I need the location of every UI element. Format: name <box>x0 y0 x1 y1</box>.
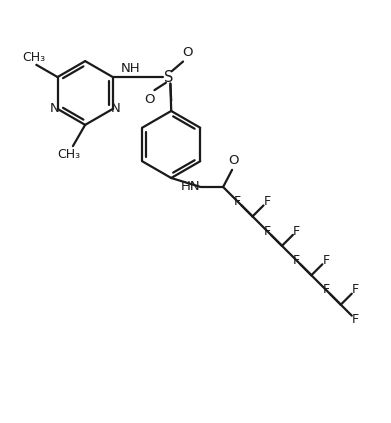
Text: F: F <box>293 254 300 267</box>
Text: CH₃: CH₃ <box>57 148 81 161</box>
Text: S: S <box>164 69 174 85</box>
Text: O: O <box>145 93 155 106</box>
Text: F: F <box>323 254 330 267</box>
Text: CH₃: CH₃ <box>22 51 45 64</box>
Text: N: N <box>111 102 120 115</box>
Text: O: O <box>228 154 239 168</box>
Text: F: F <box>264 195 271 208</box>
Text: F: F <box>323 283 330 297</box>
Text: HN: HN <box>181 181 200 193</box>
Text: F: F <box>293 225 300 238</box>
Text: F: F <box>352 283 359 297</box>
Text: O: O <box>182 46 193 59</box>
Text: NH: NH <box>121 62 140 74</box>
Text: F: F <box>264 225 271 238</box>
Text: F: F <box>352 313 359 326</box>
Text: N: N <box>50 102 60 115</box>
Text: F: F <box>234 195 241 208</box>
